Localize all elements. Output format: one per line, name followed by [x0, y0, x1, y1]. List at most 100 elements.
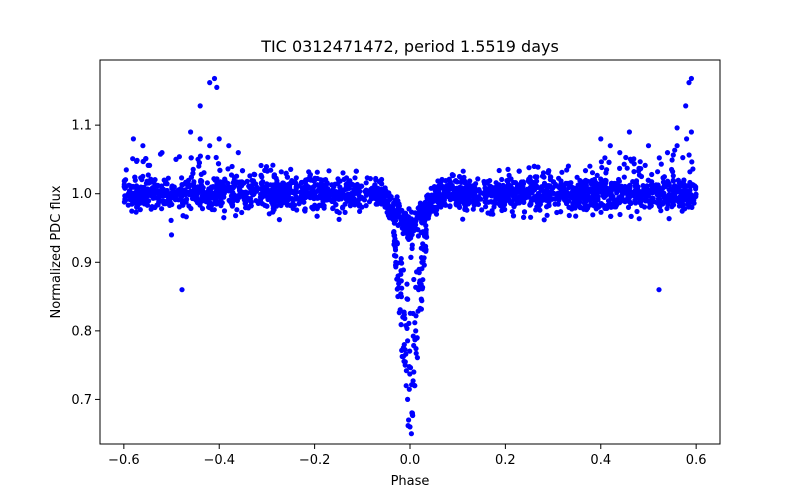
data-point	[589, 170, 596, 176]
data-point	[664, 205, 670, 212]
data-point	[585, 196, 591, 202]
data-point	[421, 232, 427, 238]
data-point	[598, 201, 604, 207]
x-tick-label: −0.4	[203, 453, 235, 468]
data-point	[196, 160, 202, 166]
data-point	[210, 195, 216, 201]
data-point	[615, 185, 621, 191]
data-point	[122, 177, 128, 183]
data-point	[682, 197, 688, 203]
data-point	[270, 162, 276, 168]
data-point	[206, 204, 212, 210]
data-point	[391, 233, 397, 239]
data-point	[190, 166, 196, 172]
data-point	[604, 186, 611, 192]
data-point	[473, 181, 479, 187]
data-point	[337, 184, 343, 190]
data-point	[324, 180, 330, 186]
data-point	[121, 199, 127, 205]
data-point	[686, 152, 692, 158]
data-point	[216, 136, 222, 142]
data-point	[406, 417, 412, 423]
data-point	[405, 296, 411, 302]
data-point	[520, 186, 526, 193]
data-point	[560, 185, 567, 191]
data-point	[682, 206, 688, 212]
data-point	[598, 159, 605, 165]
data-point	[419, 206, 425, 212]
data-point	[207, 80, 213, 86]
data-point	[232, 180, 238, 187]
data-point	[347, 203, 353, 209]
data-point	[132, 174, 138, 180]
data-point	[423, 243, 429, 249]
data-point	[511, 189, 517, 195]
data-point	[123, 167, 129, 173]
data-point	[214, 84, 220, 90]
data-point	[363, 192, 369, 198]
data-point	[284, 174, 290, 180]
data-point	[577, 204, 583, 211]
data-point	[689, 159, 695, 165]
data-point	[225, 166, 231, 172]
data-point	[484, 179, 491, 185]
data-point	[670, 152, 676, 158]
data-point	[566, 212, 572, 219]
data-point	[658, 161, 664, 167]
data-point	[293, 175, 299, 181]
data-point	[406, 320, 412, 326]
data-point	[408, 254, 414, 260]
data-point	[398, 217, 404, 223]
data-point	[589, 201, 595, 207]
data-point	[502, 186, 508, 192]
data-point	[655, 188, 661, 194]
data-point	[251, 171, 257, 177]
data-point	[134, 187, 141, 193]
data-point	[412, 320, 418, 326]
data-point	[567, 180, 573, 186]
data-point	[347, 183, 353, 189]
data-point	[298, 179, 305, 186]
data-point	[644, 184, 650, 190]
data-point	[582, 168, 589, 174]
data-point	[454, 194, 460, 200]
data-point	[393, 239, 399, 245]
y-tick-label: 1.1	[71, 119, 92, 134]
data-point	[197, 202, 203, 208]
data-point	[419, 259, 425, 265]
data-point	[460, 168, 466, 174]
data-point	[631, 169, 637, 175]
data-point	[410, 378, 416, 384]
data-point	[505, 191, 512, 197]
data-point	[541, 217, 547, 223]
data-point	[476, 194, 482, 200]
data-point	[125, 202, 131, 208]
chart-title: TIC 0312471472, period 1.5519 days	[260, 37, 559, 56]
data-point	[188, 155, 194, 161]
data-point	[406, 206, 412, 212]
data-point	[400, 267, 406, 273]
data-point	[621, 174, 627, 180]
data-point	[608, 213, 614, 219]
data-point	[363, 203, 369, 209]
data-point	[179, 287, 185, 293]
data-point	[617, 165, 623, 171]
data-point	[233, 213, 239, 219]
data-point	[461, 174, 467, 180]
data-point	[357, 208, 363, 214]
data-point	[456, 203, 462, 209]
data-point	[397, 307, 403, 313]
data-point	[691, 197, 697, 203]
data-point	[458, 179, 464, 185]
data-point	[438, 199, 444, 205]
data-point	[433, 211, 440, 217]
data-point	[168, 232, 175, 238]
data-point	[145, 162, 151, 168]
data-point	[165, 175, 171, 181]
data-point	[650, 184, 656, 190]
data-point	[300, 185, 306, 191]
data-point	[276, 197, 282, 203]
data-point	[312, 175, 318, 181]
data-point	[343, 186, 349, 192]
data-point	[179, 175, 185, 181]
